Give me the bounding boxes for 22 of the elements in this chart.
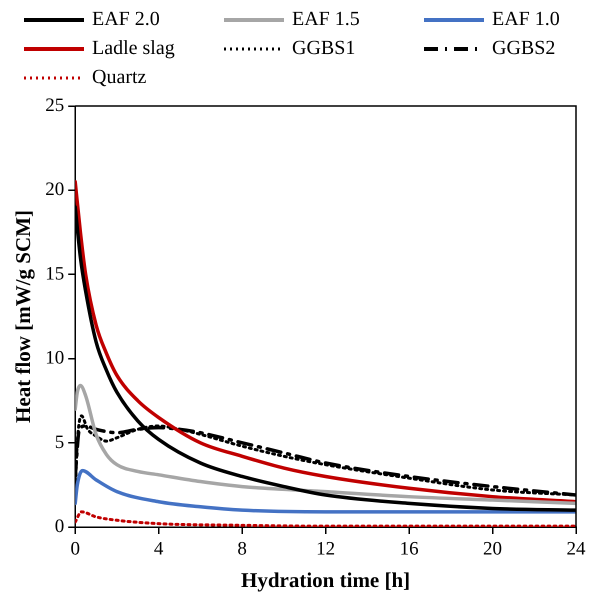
y-tick-label: 0 [54, 516, 64, 537]
x-axis-title: Hydration time [h] [241, 568, 410, 592]
legend-label: EAF 2.0 [92, 8, 160, 31]
x-tick-label: 4 [154, 538, 164, 560]
legend-label: GGBS1 [292, 37, 356, 60]
x-tick-label: 16 [400, 538, 419, 560]
y-tick-label: 20 [45, 179, 64, 200]
legend-label: EAF 1.0 [492, 8, 560, 31]
x-tick-label: 24 [566, 538, 586, 560]
legend-label: Quartz [92, 66, 146, 89]
x-tick-label: 12 [316, 538, 336, 560]
legend-label: GGBS2 [492, 37, 556, 60]
x-tick-label: 0 [70, 538, 80, 560]
y-tick-label: 15 [45, 263, 64, 284]
y-tick-label: 5 [54, 432, 64, 453]
y-axis-title: Heat flow [mW/g SCM] [11, 210, 36, 423]
y-tick-label: 25 [45, 94, 64, 116]
x-tick-label: 8 [237, 538, 247, 560]
legend-label: Ladle slag [92, 37, 175, 60]
y-tick-label: 10 [45, 348, 64, 369]
x-tick-label: 20 [483, 538, 502, 560]
legend-label: EAF 1.5 [292, 8, 360, 31]
